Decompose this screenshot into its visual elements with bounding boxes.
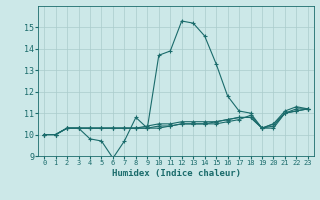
X-axis label: Humidex (Indice chaleur): Humidex (Indice chaleur) xyxy=(111,169,241,178)
